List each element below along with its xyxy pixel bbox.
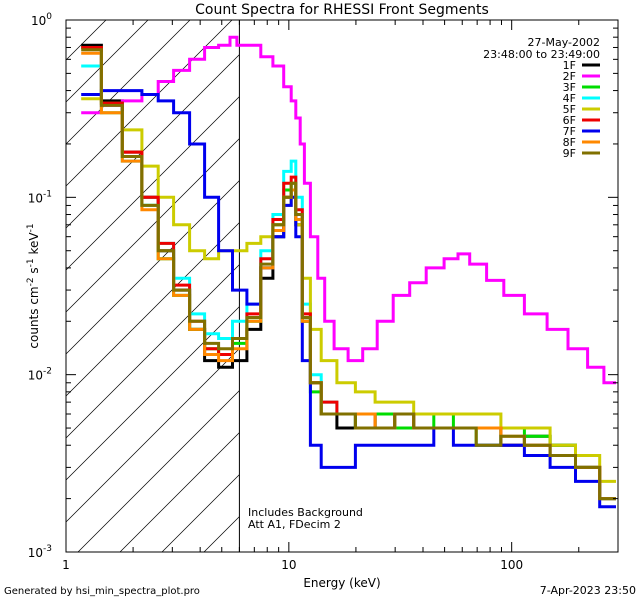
x-axis-label: Energy (keV)	[303, 576, 380, 590]
y-tick-label: 10-2	[28, 367, 52, 383]
hatch-line	[66, 20, 317, 271]
plot-frame	[65, 19, 619, 553]
legend-label-5F: 5F	[563, 103, 576, 116]
series-line-9F	[81, 48, 616, 501]
hatch-line	[66, 20, 233, 187]
legend-label-4F: 4F	[563, 92, 576, 105]
legend-label-2F: 2F	[563, 70, 576, 83]
legend-label-8F: 8F	[563, 136, 576, 149]
x-tick-label: 10	[281, 558, 296, 572]
legend-label-7F: 7F	[563, 125, 576, 138]
series-line-2F	[81, 35, 616, 385]
generation-timestamp: 7-Apr-2023 23:50	[540, 584, 636, 597]
legend-label-6F: 6F	[563, 114, 576, 127]
time-range: 23:48:00 to 23:49:00	[483, 48, 600, 61]
hatch-line	[0, 20, 22, 552]
y-tick-label: 10-3	[28, 544, 52, 560]
chart-title: Count Spectra for RHESSI Front Segments	[195, 2, 489, 18]
legend-label-1F: 1F	[563, 59, 576, 72]
series-layer	[81, 35, 616, 509]
y-axis-label: counts cm-2 s-1 keV-1	[26, 223, 41, 348]
annotation-attenuator: Att A1, FDecim 2	[248, 518, 341, 531]
annotation-background: Includes Background	[248, 506, 363, 519]
y-tick-label: 10-1	[28, 189, 52, 205]
observation-date: 27-May-2002	[528, 36, 600, 49]
y-tick-label: 100	[31, 12, 52, 28]
legend-label-9F: 9F	[563, 147, 576, 160]
legend-label-3F: 3F	[563, 81, 576, 94]
generator-credit: Generated by hsi_min_spectra_plot.pro	[4, 586, 200, 597]
x-tick-label: 1	[62, 558, 70, 572]
x-tick-label: 100	[500, 558, 523, 572]
hatch-line	[66, 20, 275, 229]
